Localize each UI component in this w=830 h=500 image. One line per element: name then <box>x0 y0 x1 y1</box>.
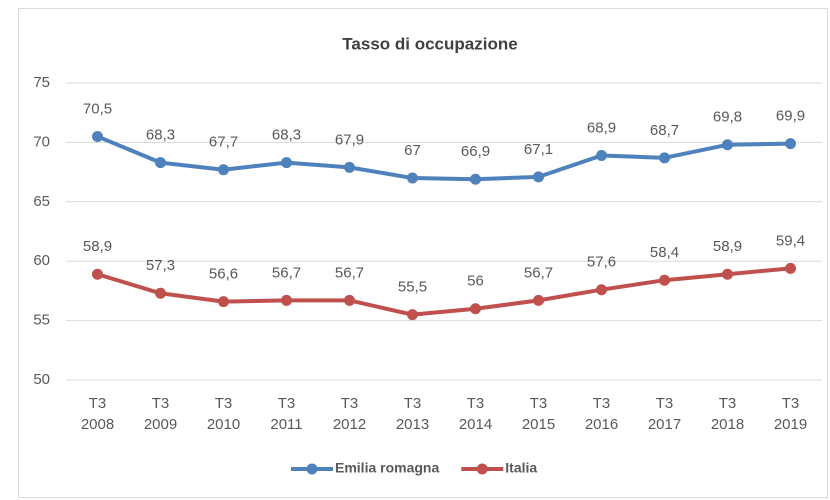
x-tick-label: T3 2016 <box>585 395 618 433</box>
data-label: 68,9 <box>587 119 616 136</box>
legend-label: Italia <box>505 460 537 476</box>
data-point <box>218 164 229 176</box>
data-point <box>722 139 733 151</box>
data-label: 56,7 <box>524 264 553 281</box>
data-label: 67 <box>404 142 421 159</box>
data-point <box>785 262 796 274</box>
y-tick-label: 75 <box>33 74 50 91</box>
data-point <box>596 284 607 296</box>
x-tick-label: T3 2014 <box>459 395 492 433</box>
data-point <box>659 274 670 286</box>
data-point <box>92 130 103 142</box>
data-point <box>533 294 544 306</box>
data-point <box>533 171 544 183</box>
x-tick-label: T3 2013 <box>396 395 429 433</box>
data-point <box>281 294 292 306</box>
legend-marker <box>306 463 318 475</box>
x-tick-label: T3 2012 <box>333 395 366 433</box>
y-tick-label: 60 <box>33 252 50 269</box>
x-tick-label: T3 2015 <box>522 395 555 433</box>
x-tick-label: T3 2008 <box>81 395 114 433</box>
data-label: 58,9 <box>83 238 112 255</box>
data-point <box>407 172 418 184</box>
data-label: 59,4 <box>776 232 805 249</box>
data-label: 56 <box>467 273 484 290</box>
data-label: 70,5 <box>83 100 112 117</box>
data-label: 56,7 <box>335 264 364 281</box>
data-label: 56,7 <box>272 264 301 281</box>
x-tick-label: T3 2011 <box>270 395 302 433</box>
data-label: 57,3 <box>146 257 175 274</box>
data-label: 69,8 <box>713 109 742 126</box>
data-label: 58,4 <box>650 244 679 261</box>
x-tick-label: T3 2010 <box>207 395 240 433</box>
data-label: 58,9 <box>713 238 742 255</box>
data-label: 69,9 <box>776 108 805 125</box>
chart-frame <box>18 8 828 498</box>
data-label: 67,1 <box>524 141 553 158</box>
data-point <box>470 173 481 185</box>
data-point <box>92 268 103 280</box>
data-point <box>218 296 229 308</box>
data-label: 66,9 <box>461 143 490 160</box>
data-label: 68,3 <box>146 127 175 144</box>
x-tick-label: T3 2019 <box>774 395 807 433</box>
data-label: 67,7 <box>209 134 238 151</box>
data-label: 67,9 <box>335 131 364 148</box>
data-point <box>344 161 355 173</box>
data-point <box>722 268 733 280</box>
chart-title: Tasso di occupazione <box>342 34 517 53</box>
series-line <box>95 134 793 182</box>
series-line <box>95 266 793 317</box>
legend-label: Emilia romagna <box>335 460 439 476</box>
legend-marker <box>476 463 488 475</box>
data-point <box>155 287 166 299</box>
y-tick-label: 65 <box>33 193 50 210</box>
x-tick-label: T3 2018 <box>711 395 744 433</box>
x-tick-label: T3 2009 <box>144 395 177 433</box>
data-point <box>659 152 670 164</box>
data-label: 56,6 <box>209 266 238 283</box>
data-label: 55,5 <box>398 279 427 296</box>
data-point <box>407 309 418 321</box>
data-label: 57,6 <box>587 254 616 271</box>
y-tick-label: 55 <box>33 312 50 329</box>
data-point <box>344 294 355 306</box>
data-point <box>470 303 481 315</box>
data-point <box>596 149 607 161</box>
data-point <box>785 138 796 150</box>
data-label: 68,7 <box>650 122 679 139</box>
y-tick-label: 70 <box>33 133 50 150</box>
data-point <box>155 157 166 169</box>
x-tick-label: T3 2017 <box>648 395 681 433</box>
data-label: 68,3 <box>272 127 301 144</box>
y-tick-label: 50 <box>33 371 50 388</box>
data-point <box>281 157 292 169</box>
